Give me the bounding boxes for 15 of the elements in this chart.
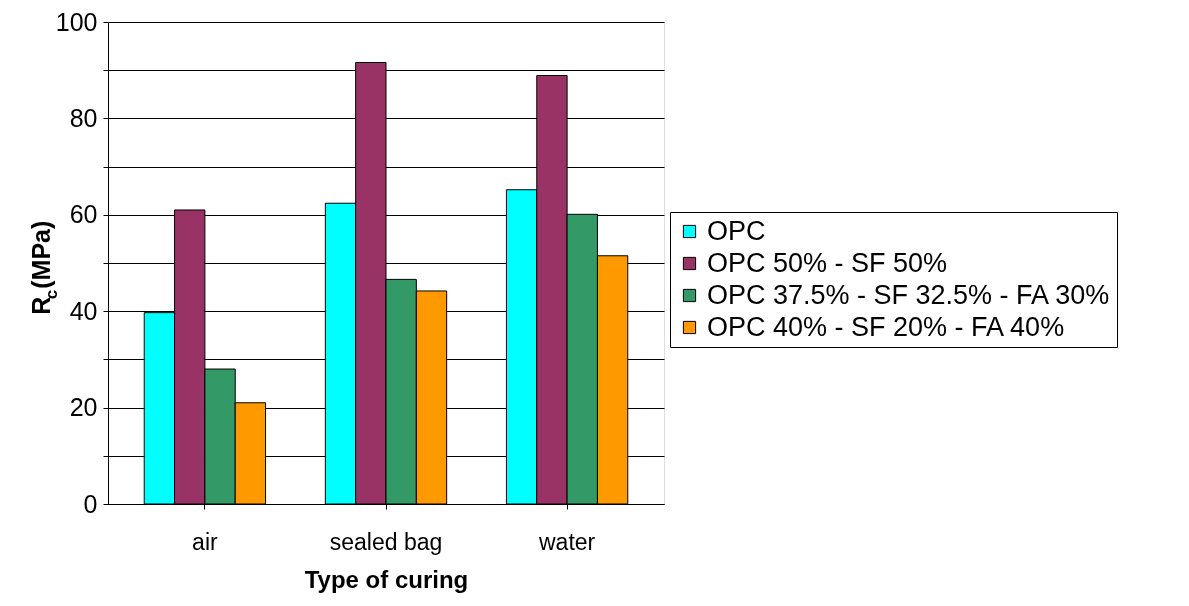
y-axis-title: Rc(MPa) bbox=[27, 220, 61, 315]
x-tick-label: sealed bag bbox=[329, 528, 443, 555]
x-axis-title: Type of curing bbox=[304, 565, 469, 593]
legend-label: OPC bbox=[707, 215, 766, 246]
y-tick-label: 40 bbox=[69, 296, 98, 325]
x-tick-label: water bbox=[537, 528, 596, 555]
y-tick-label: 80 bbox=[69, 103, 98, 132]
y-tick-label: 60 bbox=[69, 200, 98, 229]
legend-label: OPC 40% - SF 20% - FA 40% bbox=[707, 311, 1065, 342]
y-tick-label: 100 bbox=[55, 7, 98, 36]
y-tick-label: 0 bbox=[83, 489, 98, 518]
legend-label: OPC 37.5% - SF 32.5% - FA 30% bbox=[707, 279, 1110, 310]
legend-label: OPC 50% - SF 50% bbox=[707, 247, 948, 278]
y-tick-label: 20 bbox=[69, 393, 98, 422]
x-tick-label: air bbox=[192, 528, 219, 555]
